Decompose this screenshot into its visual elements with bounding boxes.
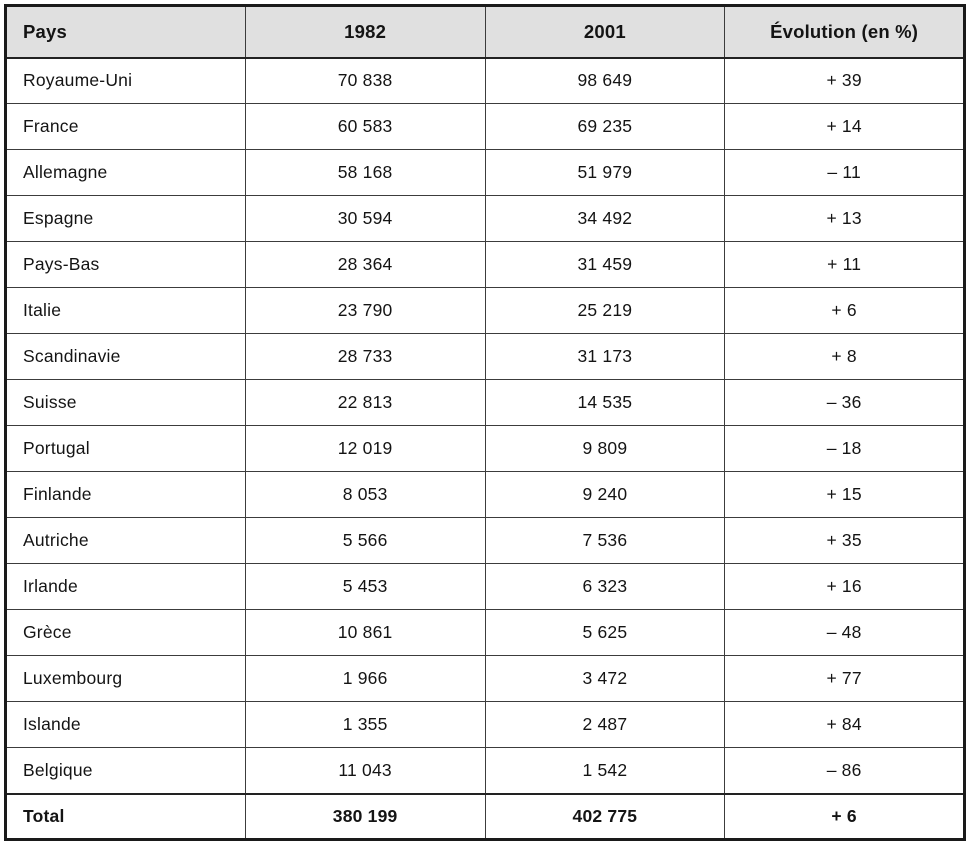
value-2001-cell: 14 535 — [484, 379, 726, 426]
table-row: Grèce 10 861 5 625 – 48 — [5, 609, 965, 656]
value-2001-cell: 3 472 — [484, 655, 726, 702]
table-row: Islande 1 355 2 487 + 84 — [5, 701, 965, 748]
evolution-cell: – 36 — [724, 379, 965, 426]
value-2001-cell: 31 459 — [484, 241, 726, 288]
country-cell: Islande — [5, 701, 246, 748]
total-row: Total 380 199 402 775 + 6 — [5, 792, 965, 840]
value-1982-cell: 58 168 — [244, 149, 486, 196]
table-row: Portugal 12 019 9 809 – 18 — [5, 425, 965, 472]
value-2001-cell: 31 173 — [484, 333, 726, 380]
value-1982-cell: 5 453 — [244, 563, 486, 610]
table-row: Scandinavie 28 733 31 173 + 8 — [5, 333, 965, 380]
value-2001-cell: 34 492 — [484, 195, 726, 242]
value-2001-cell: 25 219 — [484, 287, 726, 334]
table-row: Espagne 30 594 34 492 + 13 — [5, 195, 965, 242]
table-row: Royaume-Uni 70 838 98 649 + 39 — [5, 57, 965, 104]
evolution-cell: – 11 — [724, 149, 965, 196]
value-1982-cell: 8 053 — [244, 471, 486, 518]
value-2001-cell: 7 536 — [484, 517, 726, 564]
value-1982-cell: 28 364 — [244, 241, 486, 288]
evolution-cell: – 48 — [724, 609, 965, 656]
value-1982-cell: 60 583 — [244, 103, 486, 150]
evolution-cell: + 84 — [724, 701, 965, 748]
table-row: Luxembourg 1 966 3 472 + 77 — [5, 655, 965, 702]
evolution-cell: + 6 — [724, 287, 965, 334]
country-cell: Autriche — [5, 517, 246, 564]
evolution-cell: + 8 — [724, 333, 965, 380]
evolution-cell: + 39 — [724, 57, 965, 104]
evolution-cell: + 35 — [724, 517, 965, 564]
value-1982-cell: 12 019 — [244, 425, 486, 472]
header-1982: 1982 — [244, 5, 486, 59]
evolution-cell: + 77 — [724, 655, 965, 702]
table-row: France 60 583 69 235 + 14 — [5, 103, 965, 150]
table-row: Autriche 5 566 7 536 + 35 — [5, 517, 965, 564]
evolution-cell: + 14 — [724, 103, 965, 150]
country-cell: Belgique — [5, 747, 246, 794]
value-1982-cell: 30 594 — [244, 195, 486, 242]
total-1982-cell: 380 199 — [244, 792, 486, 840]
value-2001-cell: 98 649 — [484, 57, 726, 104]
value-1982-cell: 1 355 — [244, 701, 486, 748]
country-cell: Luxembourg — [5, 655, 246, 702]
value-1982-cell: 11 043 — [244, 747, 486, 794]
country-cell: Pays-Bas — [5, 241, 246, 288]
value-1982-cell: 10 861 — [244, 609, 486, 656]
table-row: Pays-Bas 28 364 31 459 + 11 — [5, 241, 965, 288]
header-2001: 2001 — [484, 5, 726, 59]
table-row: Irlande 5 453 6 323 + 16 — [5, 563, 965, 610]
country-cell: Portugal — [5, 425, 246, 472]
country-cell: Grèce — [5, 609, 246, 656]
value-2001-cell: 5 625 — [484, 609, 726, 656]
table-row: Finlande 8 053 9 240 + 15 — [5, 471, 965, 518]
evolution-cell: – 86 — [724, 747, 965, 794]
value-2001-cell: 9 240 — [484, 471, 726, 518]
country-cell: Italie — [5, 287, 246, 334]
table-row: Allemagne 58 168 51 979 – 11 — [5, 149, 965, 196]
header-evolution: Évolution (en %) — [724, 5, 965, 59]
country-cell: Scandinavie — [5, 333, 246, 380]
country-cell: Irlande — [5, 563, 246, 610]
header-row: Pays 1982 2001 Évolution (en %) — [5, 5, 965, 59]
value-1982-cell: 22 813 — [244, 379, 486, 426]
value-2001-cell: 6 323 — [484, 563, 726, 610]
total-evolution-cell: + 6 — [724, 792, 965, 840]
country-cell: Finlande — [5, 471, 246, 518]
value-2001-cell: 9 809 — [484, 425, 726, 472]
value-1982-cell: 23 790 — [244, 287, 486, 334]
evolution-cell: + 13 — [724, 195, 965, 242]
table-row: Suisse 22 813 14 535 – 36 — [5, 379, 965, 426]
table-row: Italie 23 790 25 219 + 6 — [5, 287, 965, 334]
table-row: Belgique 11 043 1 542 – 86 — [5, 747, 965, 794]
country-cell: Royaume-Uni — [5, 57, 246, 104]
value-1982-cell: 70 838 — [244, 57, 486, 104]
value-2001-cell: 69 235 — [484, 103, 726, 150]
value-1982-cell: 28 733 — [244, 333, 486, 380]
total-2001-cell: 402 775 — [484, 792, 726, 840]
value-2001-cell: 2 487 — [484, 701, 726, 748]
evolution-cell: + 11 — [724, 241, 965, 288]
total-label: Total — [5, 792, 246, 840]
header-pays: Pays — [5, 5, 246, 59]
evolution-cell: – 18 — [724, 425, 965, 472]
evolution-cell: + 15 — [724, 471, 965, 518]
value-1982-cell: 5 566 — [244, 517, 486, 564]
country-cell: Espagne — [5, 195, 246, 242]
country-cell: Suisse — [5, 379, 246, 426]
country-stats-table: Pays 1982 2001 Évolution (en %) Royaume-… — [4, 4, 966, 841]
country-cell: Allemagne — [5, 149, 246, 196]
value-1982-cell: 1 966 — [244, 655, 486, 702]
evolution-cell: + 16 — [724, 563, 965, 610]
value-2001-cell: 1 542 — [484, 747, 726, 794]
country-cell: France — [5, 103, 246, 150]
value-2001-cell: 51 979 — [484, 149, 726, 196]
